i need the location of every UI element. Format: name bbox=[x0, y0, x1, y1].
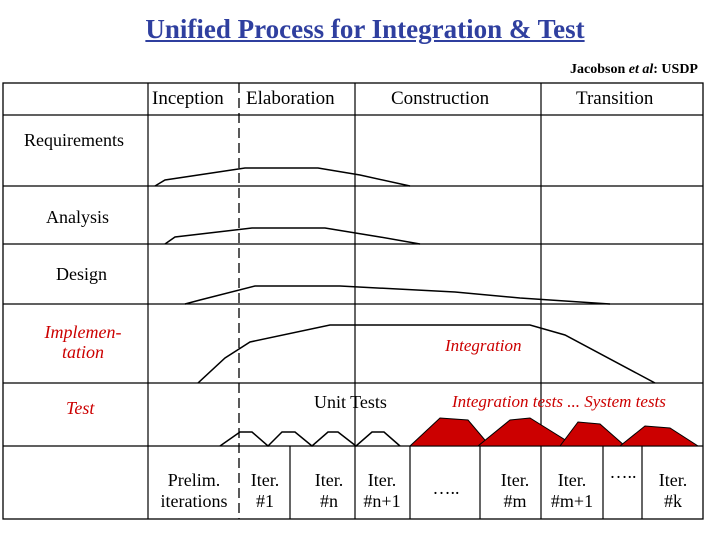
page-title: Unified Process for Integration & Test bbox=[145, 14, 585, 44]
workflow-implementation: Implemen-tation bbox=[44, 322, 122, 362]
system-peak-1 bbox=[559, 421, 627, 447]
iteration-prelim: Prelim. iterations bbox=[160, 470, 228, 511]
iteration-m-plus-1: Iter. #m+1 bbox=[550, 470, 594, 511]
iteration-n-plus-1: Iter. #n+1 bbox=[363, 470, 401, 511]
unit-test-waves bbox=[219, 431, 401, 448]
workflow-analysis: Analysis bbox=[46, 207, 109, 227]
analysis-curve bbox=[164, 227, 421, 245]
implementation-curve bbox=[197, 324, 656, 384]
iteration-ellipsis-2: ….. bbox=[609, 462, 637, 482]
iteration-dividers bbox=[289, 446, 643, 519]
iteration-n: Iter. #n bbox=[314, 470, 344, 511]
integration-label: Integration bbox=[445, 336, 522, 355]
system-peak-2 bbox=[618, 425, 700, 447]
integration-peak-2 bbox=[476, 417, 577, 447]
row-separators bbox=[3, 114, 703, 447]
iteration-1: Iter. #1 bbox=[250, 470, 280, 511]
phase-transition: Transition bbox=[576, 88, 654, 109]
phase-inception: Inception bbox=[152, 88, 224, 109]
requirements-curve bbox=[154, 167, 411, 187]
diagram-frame bbox=[2, 82, 704, 520]
workflow-requirements: Requirements bbox=[24, 130, 124, 150]
attribution: Jacobson et al: USDP bbox=[570, 62, 698, 77]
phase-dividers bbox=[147, 83, 542, 519]
iteration-k: Iter. #k bbox=[658, 470, 688, 511]
phase-elaboration: Elaboration bbox=[246, 88, 335, 109]
workflow-design: Design bbox=[56, 264, 107, 284]
design-curve bbox=[184, 285, 611, 305]
unit-tests-label: Unit Tests bbox=[314, 392, 387, 412]
iteration-m: Iter. #m bbox=[500, 470, 530, 511]
integration-peak-1 bbox=[408, 417, 492, 447]
integration-system-tests-label: Integration tests ... System tests bbox=[452, 392, 666, 411]
workflow-test: Test bbox=[66, 398, 95, 418]
iteration-ellipsis-1: ….. bbox=[432, 478, 460, 498]
phase-construction: Construction bbox=[391, 88, 490, 109]
